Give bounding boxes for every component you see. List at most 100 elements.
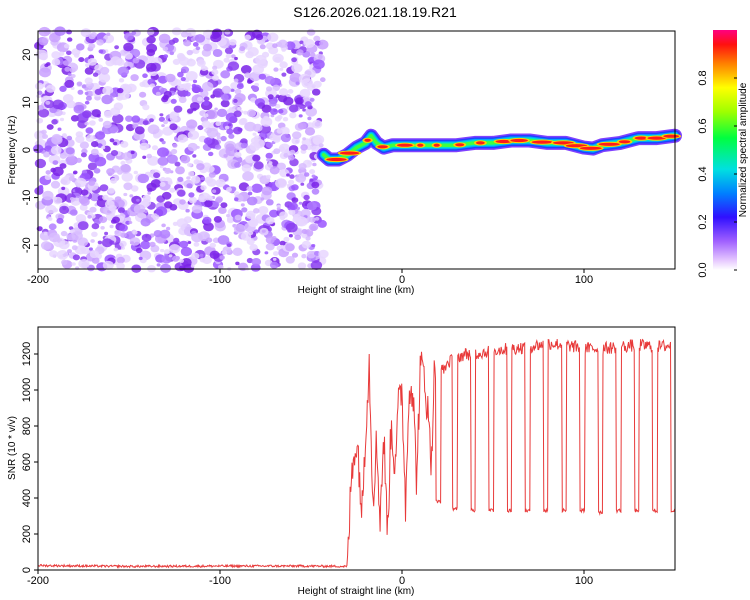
noise-blob bbox=[277, 115, 283, 120]
noise-blob bbox=[123, 192, 128, 197]
noise-blob bbox=[133, 204, 146, 215]
noise-blob bbox=[92, 72, 99, 77]
noise-blob bbox=[146, 153, 152, 159]
noise-blob bbox=[132, 57, 140, 64]
noise-blob bbox=[200, 90, 209, 98]
noise-blob bbox=[306, 250, 316, 259]
noise-blob bbox=[229, 39, 237, 46]
signal-peak bbox=[663, 134, 680, 138]
noise-blob bbox=[208, 172, 216, 178]
noise-blob bbox=[218, 206, 227, 214]
noise-blob bbox=[121, 172, 133, 182]
noise-blob bbox=[88, 43, 96, 49]
noise-blob bbox=[252, 154, 261, 162]
noise-blob bbox=[61, 259, 68, 265]
signal-peak bbox=[433, 143, 440, 147]
noise-blob bbox=[147, 124, 160, 135]
noise-blob bbox=[250, 137, 260, 145]
noise-blob bbox=[50, 180, 61, 189]
signal-peak bbox=[326, 157, 347, 162]
snr-y-label: SNR (10 * v/v) bbox=[7, 416, 18, 480]
noise-blob bbox=[166, 226, 171, 231]
noise-blob bbox=[214, 107, 218, 111]
noise-blob bbox=[223, 154, 228, 158]
noise-blob bbox=[116, 256, 125, 264]
spectrogram-y-tick-label: 0 bbox=[21, 147, 33, 153]
noise-blob bbox=[227, 61, 240, 71]
noise-blob bbox=[240, 203, 245, 207]
noise-blob bbox=[318, 249, 329, 259]
noise-blob bbox=[177, 71, 184, 78]
snr-y-tick-label: 0 bbox=[21, 567, 33, 573]
noise-blob bbox=[252, 64, 264, 75]
snr-y-tick-label: 400 bbox=[21, 489, 33, 507]
noise-blob bbox=[78, 57, 85, 63]
noise-blob bbox=[146, 35, 156, 44]
noise-blob bbox=[180, 246, 192, 257]
spectrogram-x-tick-label: 100 bbox=[575, 274, 593, 286]
noise-blob bbox=[179, 258, 185, 263]
noise-blob bbox=[226, 243, 232, 248]
noise-blob bbox=[246, 196, 258, 206]
noise-blob bbox=[234, 56, 238, 61]
noise-blob bbox=[132, 230, 138, 235]
noise-blob bbox=[48, 232, 60, 243]
noise-blob bbox=[45, 170, 51, 175]
noise-blob bbox=[246, 109, 257, 118]
noise-blob bbox=[205, 195, 213, 202]
noise-blob bbox=[202, 81, 214, 92]
noise-blob bbox=[110, 107, 121, 116]
noise-blob bbox=[168, 254, 173, 258]
noise-blob bbox=[203, 222, 214, 232]
noise-blob bbox=[194, 34, 206, 43]
noise-blob bbox=[75, 177, 87, 188]
noise-blob bbox=[173, 105, 183, 113]
noise-blob bbox=[169, 123, 178, 131]
noise-blob bbox=[203, 137, 213, 145]
noise-blob bbox=[59, 51, 65, 56]
noise-blob bbox=[297, 122, 307, 130]
noise-blob bbox=[142, 155, 147, 159]
spectrogram-x-tick-label: -200 bbox=[27, 274, 49, 286]
noise-blob bbox=[71, 262, 76, 266]
noise-blob bbox=[190, 102, 200, 111]
noise-blob bbox=[208, 151, 214, 157]
noise-blob bbox=[247, 47, 259, 57]
noise-blob bbox=[51, 119, 58, 125]
noise-blob bbox=[60, 230, 68, 237]
noise-blob bbox=[117, 66, 129, 76]
noise-blob bbox=[116, 87, 124, 94]
noise-blob bbox=[213, 216, 222, 223]
noise-blob bbox=[274, 56, 282, 63]
noise-blob bbox=[281, 47, 287, 52]
noise-blob bbox=[312, 134, 325, 145]
noise-blob bbox=[245, 210, 256, 219]
noise-blob bbox=[272, 257, 277, 261]
noise-blob bbox=[283, 236, 290, 242]
noise-blob bbox=[299, 88, 311, 98]
noise-blob bbox=[278, 143, 291, 154]
noise-blob bbox=[40, 241, 52, 250]
spectrogram-x-tick-label: -100 bbox=[209, 274, 231, 286]
noise-blob bbox=[101, 145, 106, 150]
noise-blob bbox=[81, 148, 88, 154]
noise-blob bbox=[221, 250, 228, 255]
snr-y-tick-label: 1200 bbox=[21, 342, 33, 366]
noise-blob bbox=[147, 78, 156, 86]
noise-blob bbox=[161, 124, 165, 128]
noise-blob bbox=[261, 186, 273, 196]
snr-x-tick-label: 100 bbox=[575, 575, 593, 587]
noise-blob bbox=[303, 194, 310, 201]
noise-blob bbox=[91, 148, 99, 156]
noise-blob bbox=[165, 73, 176, 83]
noise-blob bbox=[180, 77, 186, 82]
noise-blob bbox=[149, 118, 154, 123]
noise-blob bbox=[85, 127, 94, 134]
noise-blob bbox=[269, 166, 280, 175]
noise-blob bbox=[133, 170, 138, 175]
spectrogram-y-tick-label: 20 bbox=[21, 49, 33, 61]
noise-blob bbox=[249, 219, 258, 227]
noise-blob bbox=[169, 114, 178, 122]
noise-blob bbox=[166, 154, 178, 164]
noise-blob bbox=[191, 84, 202, 93]
